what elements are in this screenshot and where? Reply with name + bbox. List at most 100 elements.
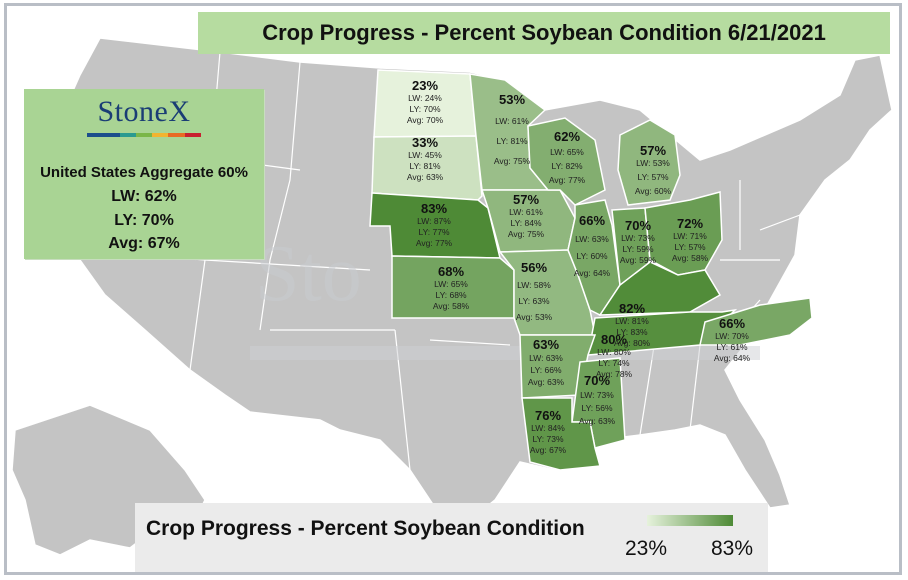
- state-ND-lw: LW: 24%: [408, 93, 442, 103]
- legend: Crop Progress - Percent Soybean Conditio…: [135, 503, 768, 575]
- state-TN-percent: 80%: [601, 332, 627, 347]
- state-OH-percent: 72%: [677, 216, 703, 231]
- state-KY: [598, 261, 722, 316]
- state-SD-lw: LW: 45%: [408, 150, 442, 160]
- state-KY-avg: Avg: 80%: [614, 338, 651, 348]
- state-MI-ly: LY: 57%: [637, 172, 668, 182]
- state-MS-lw: LW: 73%: [580, 390, 614, 400]
- state-MS-avg: Avg: 63%: [579, 416, 616, 426]
- state-WI-lw: LW: 65%: [550, 147, 584, 157]
- state-NC-ly: LY: 61%: [716, 342, 747, 352]
- state-AR-lw: LW: 63%: [529, 353, 563, 363]
- state-shapes: [369, 69, 813, 471]
- state-IN-percent: 70%: [625, 218, 651, 233]
- state-MN-lw: LW: 61%: [495, 116, 529, 126]
- state-KS-lw: LW: 65%: [434, 279, 468, 289]
- logo-bar-segment: [87, 133, 104, 137]
- map-title: Crop Progress - Percent Soybean Conditio…: [198, 12, 890, 54]
- state-MI-percent: 57%: [640, 143, 666, 158]
- state-KS-avg: Avg: 58%: [433, 301, 470, 311]
- state-ND-ly: LY: 70%: [409, 104, 440, 114]
- legend-gradient-bar: [647, 515, 733, 526]
- state-NE-ly: LY: 77%: [418, 227, 449, 237]
- watermark-text: Sto: [255, 230, 362, 318]
- logo-bar-segment: [119, 133, 136, 137]
- state-KS-ly: LY: 68%: [435, 290, 466, 300]
- state-IN-lw: LW: 73%: [621, 233, 655, 243]
- logo-bar-segment: [103, 133, 120, 137]
- state-NE-lw: LW: 87%: [417, 216, 451, 226]
- state-IL: [567, 199, 621, 316]
- us-aggregate-label: United States Aggregate 60%: [40, 164, 248, 181]
- stonex-logo-color-bar: [87, 133, 201, 137]
- state-MO-lw: LW: 58%: [517, 280, 551, 290]
- logo-bar-segment: [168, 133, 185, 137]
- logo-bar-segment: [152, 133, 169, 137]
- legend-title: Crop Progress - Percent Soybean Conditio…: [146, 517, 585, 540]
- state-IL-lw: LW: 63%: [575, 234, 609, 244]
- state-WI-ly: LY: 82%: [551, 161, 582, 171]
- state-LA: [521, 397, 601, 471]
- state-OH: [644, 191, 723, 276]
- state-AR-ly: LY: 66%: [530, 365, 561, 375]
- state-SD: [371, 135, 483, 201]
- state-LA-avg: Avg: 67%: [530, 445, 567, 455]
- stonex-logo: StoneX: [97, 95, 191, 128]
- state-SD-ly: LY: 81%: [409, 161, 440, 171]
- state-MS-ly: LY: 56%: [581, 403, 612, 413]
- state-IL-ly: LY: 60%: [576, 251, 607, 261]
- state-AR-percent: 63%: [533, 337, 559, 352]
- state-TN-avg: Avg: 78%: [596, 369, 633, 379]
- state-IL-percent: 66%: [579, 213, 605, 228]
- state-IA-percent: 57%: [513, 192, 539, 207]
- state-NC-avg: Avg: 64%: [714, 353, 751, 363]
- us-summary-box: StoneX United States Aggregate 60% LW: 6…: [24, 89, 264, 259]
- us-last-week: LW: 62%: [111, 188, 177, 205]
- state-AR-avg: Avg: 63%: [528, 377, 565, 387]
- state-NE-percent: 83%: [421, 201, 447, 216]
- state-MS-percent: 70%: [584, 373, 610, 388]
- state-NC-lw: LW: 70%: [715, 331, 749, 341]
- state-KS-percent: 68%: [438, 264, 464, 279]
- legend-max-label: 83%: [711, 537, 754, 560]
- state-ND-avg: Avg: 70%: [407, 115, 444, 125]
- state-MN-percent: 53%: [499, 92, 525, 107]
- state-ND-percent: 23%: [412, 78, 438, 93]
- state-NC-percent: 66%: [719, 316, 745, 331]
- state-LA-lw: LW: 84%: [531, 423, 565, 433]
- state-MO-ly: LY: 63%: [518, 296, 549, 306]
- state-WI-percent: 62%: [554, 129, 580, 144]
- state-MO-percent: 56%: [521, 260, 547, 275]
- state-KY-lw: LW: 81%: [615, 316, 649, 326]
- state-IN-ly: LY: 59%: [622, 244, 653, 254]
- state-MI: [617, 119, 681, 206]
- state-IL-avg: Avg: 64%: [574, 268, 611, 278]
- state-NC: [699, 297, 813, 346]
- state-KY-percent: 82%: [619, 301, 645, 316]
- state-IA-ly: LY: 84%: [510, 218, 541, 228]
- state-MI-lw: LW: 53%: [636, 158, 670, 168]
- state-labels: 23%LW: 24%LY: 70%Avg: 70%53%LW: 61%LY: 8…: [407, 78, 751, 455]
- state-LA-percent: 76%: [535, 408, 561, 423]
- state-OH-ly: LY: 57%: [674, 242, 705, 252]
- state-KY-ly: LY: 83%: [616, 327, 647, 337]
- state-IA-avg: Avg: 75%: [508, 229, 545, 239]
- state-MN-ly: LY: 81%: [496, 136, 527, 146]
- state-MI-avg: Avg: 60%: [635, 186, 672, 196]
- state-WI-avg: Avg: 77%: [549, 175, 586, 185]
- state-MO-avg: Avg: 53%: [516, 312, 553, 322]
- state-NE-avg: Avg: 77%: [416, 238, 453, 248]
- state-MN-avg: Avg: 75%: [494, 156, 531, 166]
- legend-min-label: 23%: [625, 537, 668, 560]
- logo-bar-segment: [184, 133, 201, 137]
- us-average: Avg: 67%: [108, 235, 180, 252]
- state-IN-avg: Avg: 59%: [620, 255, 657, 265]
- state-TN-lw: LW: 80%: [597, 347, 631, 357]
- state-TN-ly: LY: 74%: [598, 358, 629, 368]
- watermark-bar: [250, 346, 760, 360]
- state-IA-lw: LW: 61%: [509, 207, 543, 217]
- state-OH-avg: Avg: 58%: [672, 253, 709, 263]
- state-SD-percent: 33%: [412, 135, 438, 150]
